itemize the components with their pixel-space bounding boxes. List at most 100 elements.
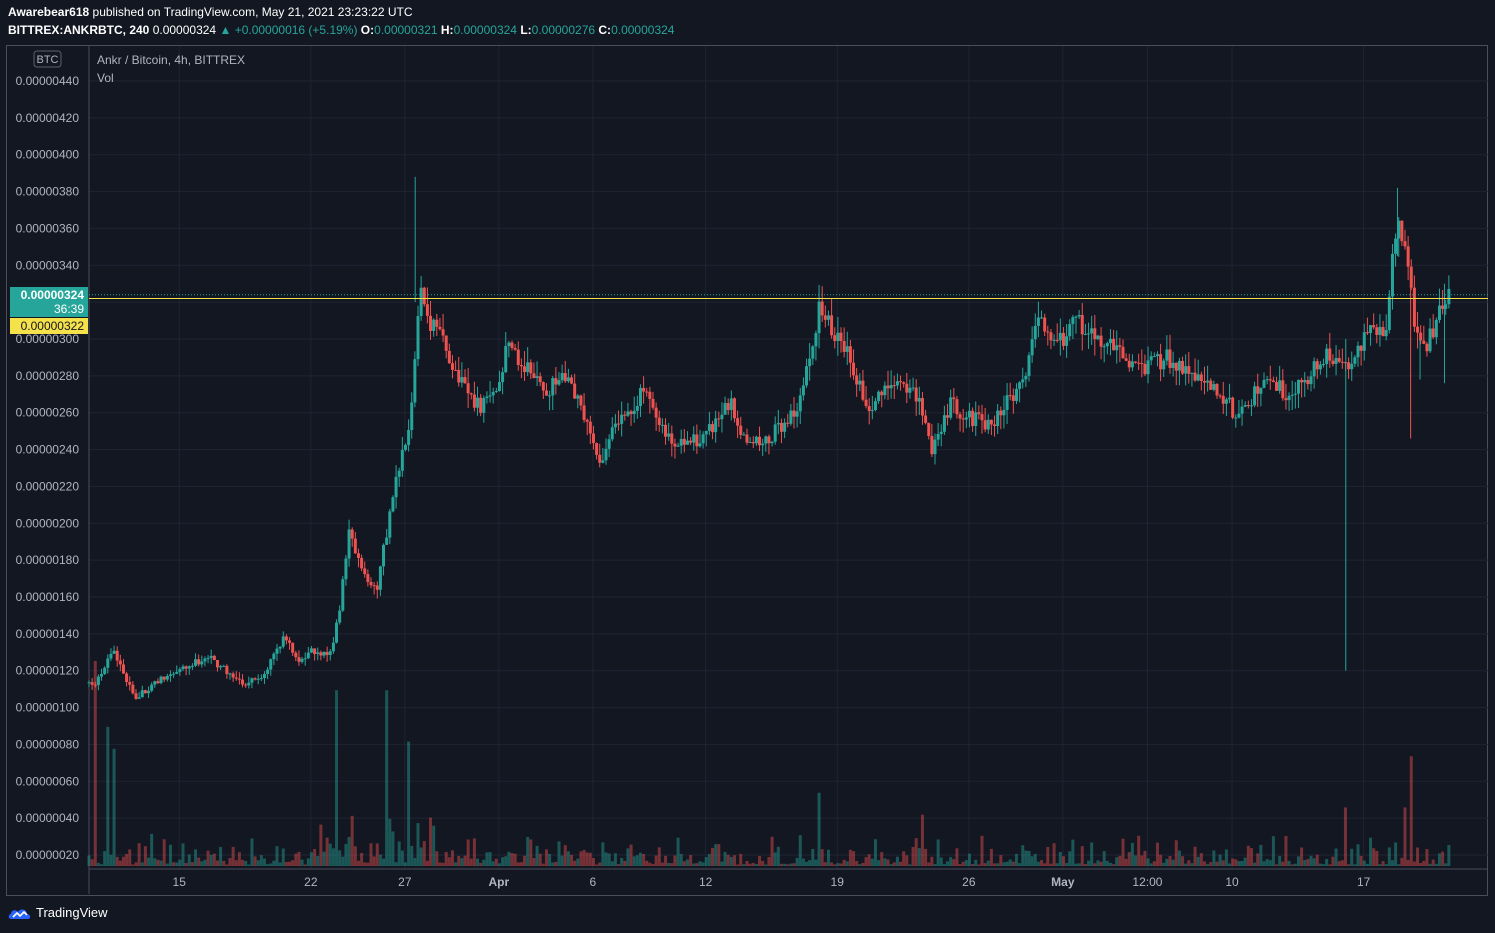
volume-bar [1149, 863, 1153, 866]
volume-bar [1074, 863, 1078, 866]
candle-body [247, 682, 251, 686]
candle-body [222, 665, 226, 667]
volume-bar [1143, 850, 1147, 866]
volume-bar [767, 857, 771, 866]
volume-bar [1425, 849, 1429, 866]
volume-bar [1080, 846, 1084, 866]
candle-body [190, 665, 194, 667]
volume-bar [1275, 864, 1279, 866]
candle-body [244, 684, 248, 686]
candle-body [1177, 360, 1181, 371]
y-tick-label: 0.00000180 [16, 553, 80, 567]
volume-bar [203, 859, 207, 866]
candle-body [783, 422, 787, 432]
volume-bar [1325, 859, 1329, 866]
volume-bar [638, 852, 642, 866]
last-price-tag [10, 287, 88, 317]
currency-badge[interactable] [33, 50, 62, 68]
volume-bar [958, 864, 962, 866]
volume-bar [369, 843, 373, 866]
volume-bar [544, 849, 548, 866]
candle-body [325, 651, 329, 656]
volume-bar [162, 839, 166, 866]
candle-body [1362, 332, 1366, 351]
candle-body [1347, 362, 1351, 370]
candle-body [930, 435, 934, 455]
volume-bar [206, 850, 210, 866]
candle-body [344, 558, 348, 580]
volume-bar [1218, 854, 1222, 866]
volume-bar [382, 858, 386, 866]
volume-bar [441, 862, 445, 866]
candle-body [798, 395, 802, 412]
line-price-tag [10, 318, 88, 334]
volume-bar [776, 846, 780, 866]
volume-bar [880, 852, 884, 866]
candle-body [745, 434, 749, 443]
legend-title[interactable]: Ankr / Bitcoin, 4h, BITTREX [97, 53, 246, 67]
volume-bar [410, 845, 414, 866]
volume-bar [1240, 860, 1244, 866]
candle-body [510, 342, 514, 348]
candle-body [1372, 325, 1376, 328]
candle-body [758, 436, 762, 446]
volume-bar [842, 859, 846, 866]
candle-body [1181, 360, 1185, 374]
publisher-name[interactable]: Awarebear618 [8, 5, 90, 19]
candle-body [845, 346, 849, 352]
candle-body [842, 340, 846, 352]
volume-bar [952, 859, 956, 866]
candle-body [1394, 238, 1398, 254]
volume-bar [826, 849, 830, 866]
volume-bar [933, 864, 937, 866]
volume-bar [1397, 864, 1401, 866]
candle-body [667, 433, 671, 437]
volume-bar [388, 818, 392, 866]
footer-brand[interactable]: TradingView [8, 905, 108, 920]
volume-bar [247, 864, 251, 866]
volume-bar [745, 860, 749, 866]
volume-bar [629, 844, 633, 866]
volume-bar [109, 854, 113, 866]
candle-body [1334, 358, 1338, 364]
candle-body [1102, 346, 1106, 348]
candle-body [378, 566, 382, 590]
volume-bar [322, 851, 326, 866]
volume-bar [607, 853, 611, 866]
volume-bar [197, 857, 201, 866]
volume-bar [805, 861, 809, 866]
volume-bar [585, 852, 589, 866]
candle-body [1419, 332, 1423, 341]
candle-body [93, 684, 97, 686]
volume-bar [1215, 861, 1219, 866]
open-label: O: [360, 23, 375, 37]
volume-bar [1162, 862, 1166, 866]
candle-body [1253, 386, 1257, 406]
volume-bar [131, 864, 135, 866]
volume-bar [613, 853, 617, 866]
volume-bar [1002, 862, 1006, 866]
volume-bar [695, 863, 699, 866]
candle-body [1040, 317, 1044, 319]
candle-body [1162, 360, 1166, 370]
candle-body [300, 658, 304, 662]
volume-bar [488, 852, 492, 866]
candle-body [779, 422, 783, 432]
candle-body [172, 673, 176, 675]
legend-volume[interactable]: Vol [97, 71, 114, 85]
volume-bar [1353, 864, 1357, 866]
volume-bar [1400, 857, 1404, 866]
candle-body [673, 443, 677, 447]
candle-body [504, 346, 508, 373]
volume-bar [1127, 852, 1131, 866]
candle-body [516, 349, 520, 365]
candle-body [272, 653, 276, 660]
candle-body [654, 407, 658, 418]
footer-brand-label: TradingView [36, 905, 108, 920]
candle-body [570, 377, 574, 384]
chart-frame[interactable] [6, 45, 1488, 896]
candle-body [168, 674, 172, 676]
candle-body [1027, 355, 1031, 376]
candle-body [541, 382, 545, 391]
